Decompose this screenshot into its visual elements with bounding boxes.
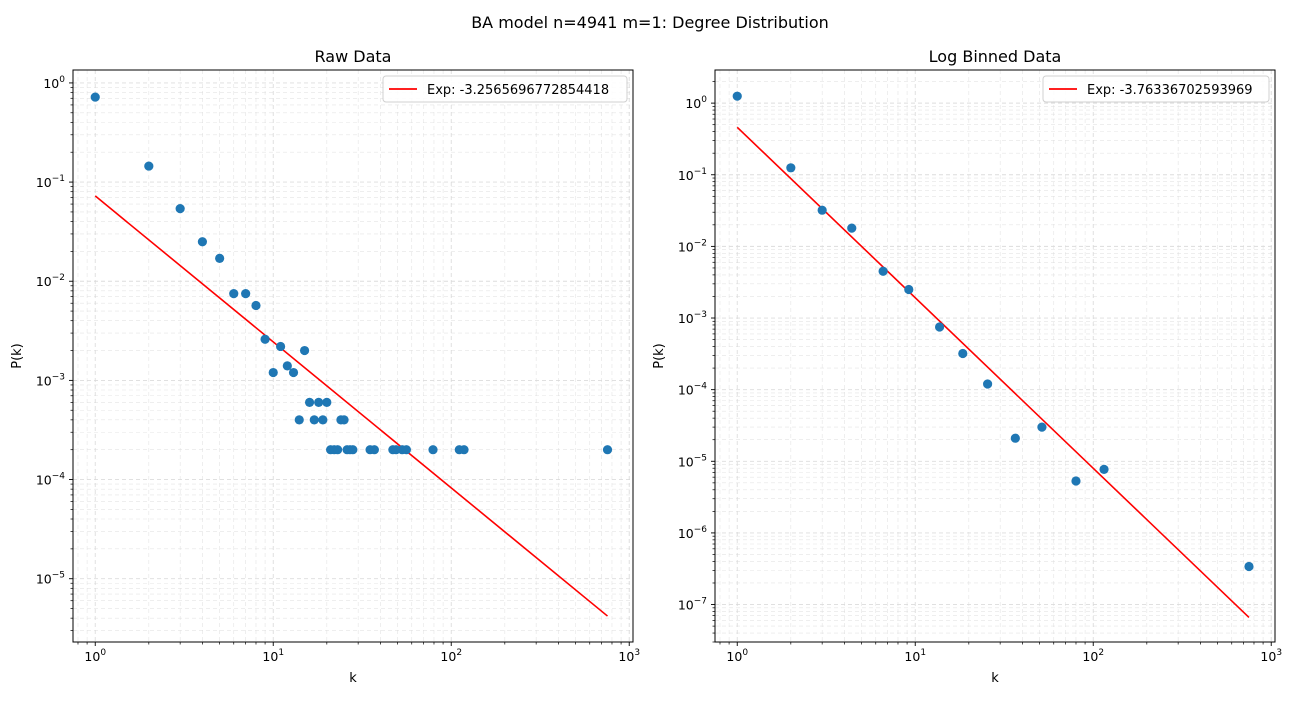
y-tick-label: 10−2 bbox=[678, 238, 707, 254]
data-point bbox=[333, 445, 343, 455]
data-point bbox=[294, 415, 304, 425]
data-point bbox=[348, 445, 358, 455]
y-tick-label: 10−3 bbox=[36, 372, 65, 388]
data-point bbox=[1010, 433, 1020, 443]
raw-data-subplot: 100 101 102 103 10−5 10−4 10−3 10−2 10−1 100 Raw D… bbox=[10, 47, 640, 686]
data-point bbox=[90, 92, 100, 102]
data-point bbox=[428, 445, 438, 455]
data-point bbox=[459, 445, 469, 455]
data-point bbox=[268, 367, 278, 378]
data-point bbox=[732, 91, 742, 101]
y-tick-label: 100 bbox=[43, 75, 65, 91]
grid-lines bbox=[715, 70, 1275, 643]
y-tick-label: 100 bbox=[685, 95, 707, 111]
data-point bbox=[369, 445, 379, 455]
x-axis-label: k bbox=[991, 671, 999, 686]
y-tick-label: 10−4 bbox=[678, 382, 707, 398]
data-point bbox=[288, 367, 299, 378]
axes-frame bbox=[714, 69, 1276, 643]
fit-line bbox=[94, 195, 609, 617]
data-point bbox=[197, 237, 208, 247]
data-point bbox=[309, 415, 319, 425]
log-binned-subplot: 100 101 102 103 10−7 10−6 10−5 10−4 10−3 10−2 10−1… bbox=[652, 47, 1282, 686]
x-axis-label: k bbox=[349, 671, 357, 686]
data-point bbox=[229, 289, 239, 299]
y-tick-label: 10−1 bbox=[678, 167, 707, 183]
x-tick-label: 102 bbox=[1082, 648, 1104, 664]
data-point bbox=[144, 161, 154, 171]
data-point bbox=[314, 397, 324, 407]
axes-frame bbox=[72, 69, 634, 643]
y-tick-label: 10−5 bbox=[678, 453, 707, 469]
data-point bbox=[282, 361, 292, 371]
y-tick-label: 10−6 bbox=[678, 525, 707, 541]
x-tick-label: 103 bbox=[618, 648, 640, 664]
figure-suptitle: BA model n=4941 m=1: Degree Distribution bbox=[471, 13, 829, 32]
x-tick-label: 101 bbox=[262, 648, 284, 664]
legend: Exp: -3.76336702593969 bbox=[1042, 75, 1270, 103]
data-point bbox=[786, 163, 796, 173]
legend-fit-label: Exp: -3.76336702593969 bbox=[1087, 83, 1253, 98]
data-point bbox=[904, 284, 914, 295]
data-point bbox=[1099, 464, 1109, 475]
data-point bbox=[339, 415, 349, 425]
data-point bbox=[401, 445, 412, 455]
data-point bbox=[241, 289, 251, 299]
legend-box bbox=[382, 75, 628, 103]
x-tick-label: 101 bbox=[904, 648, 926, 664]
data-point bbox=[1244, 561, 1254, 572]
y-axis-label: P(k) bbox=[652, 343, 667, 369]
data-point bbox=[982, 379, 993, 389]
y-tick-label: 10−1 bbox=[36, 174, 65, 190]
data-point bbox=[276, 341, 286, 352]
data-point bbox=[602, 445, 613, 455]
data-point bbox=[299, 345, 310, 356]
data-point bbox=[175, 204, 185, 214]
x-tick-label: 102 bbox=[440, 648, 462, 664]
subplot-title: Raw Data bbox=[315, 47, 392, 66]
data-points bbox=[90, 92, 613, 455]
data-point bbox=[260, 334, 270, 344]
x-tick-label: 100 bbox=[84, 648, 106, 664]
y-tick-label: 10−7 bbox=[678, 597, 707, 613]
legend: Exp: -3.2565696772854418 bbox=[382, 75, 628, 103]
data-point bbox=[215, 253, 225, 263]
y-tick-label: 10−3 bbox=[678, 310, 707, 326]
data-point bbox=[958, 348, 968, 359]
data-point bbox=[847, 223, 857, 233]
grid-lines bbox=[73, 70, 633, 642]
data-point bbox=[817, 205, 827, 215]
data-point bbox=[322, 397, 332, 407]
x-tick-label: 100 bbox=[726, 648, 748, 664]
data-point bbox=[304, 397, 315, 407]
data-point bbox=[1037, 422, 1047, 432]
data-point bbox=[934, 322, 945, 332]
data-points bbox=[732, 91, 1254, 572]
data-point bbox=[878, 266, 888, 276]
y-axis-label: P(k) bbox=[10, 343, 25, 369]
y-tick-label: 10−2 bbox=[36, 273, 65, 289]
y-tick-label: 10−5 bbox=[36, 571, 65, 587]
legend-fit-label: Exp: -3.2565696772854418 bbox=[427, 83, 609, 98]
data-point bbox=[251, 300, 261, 311]
legend-box bbox=[1042, 75, 1270, 103]
x-tick-label: 103 bbox=[1260, 648, 1282, 664]
data-point bbox=[1071, 476, 1081, 486]
y-tick-label: 10−4 bbox=[36, 472, 65, 488]
subplot-title: Log Binned Data bbox=[929, 47, 1062, 66]
data-point bbox=[318, 415, 328, 425]
